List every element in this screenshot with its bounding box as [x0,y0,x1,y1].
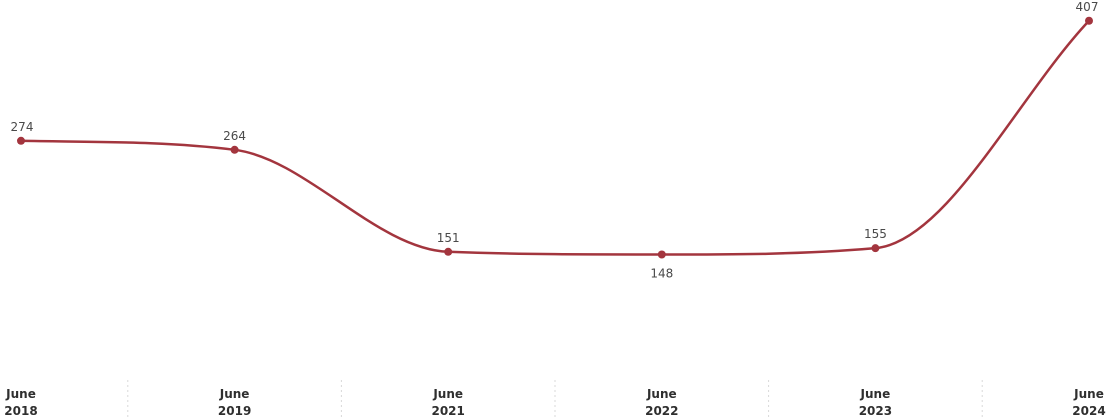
data-point [657,250,666,259]
data-point [444,247,453,256]
x-tick-month: June [646,387,677,401]
data-point [871,244,880,253]
data-label: 155 [864,227,887,241]
series-line [19,19,1091,256]
x-tick-month: June [5,387,36,401]
x-tick-month: June [432,387,463,401]
data-labels: 274 264 151 148 155 407 [11,0,1099,280]
data-label: 148 [650,266,673,280]
x-tick-month: June [1073,387,1104,401]
x-tick-year: 2024 [1072,404,1105,418]
data-label: 151 [437,231,460,245]
data-point [17,136,25,145]
x-tick-year: 2021 [431,404,464,418]
data-label: 407 [1076,0,1099,14]
x-tick-month: June [219,387,250,401]
x-axis-tick-labels: June 2018 June 2019 June 2021 June 2022 June 2023… [4,387,1105,418]
x-tick-month: June [860,387,891,401]
data-point [230,145,239,154]
data-label: 264 [223,129,246,143]
x-tick-year: 2023 [859,404,892,418]
data-points [17,16,1093,259]
data-label: 274 [11,120,34,134]
data-point [1085,16,1093,25]
x-tick-year: 2019 [218,404,251,418]
category-dividers [127,380,983,419]
x-tick-year: 2022 [645,404,678,418]
x-tick-year: 2018 [4,404,37,418]
